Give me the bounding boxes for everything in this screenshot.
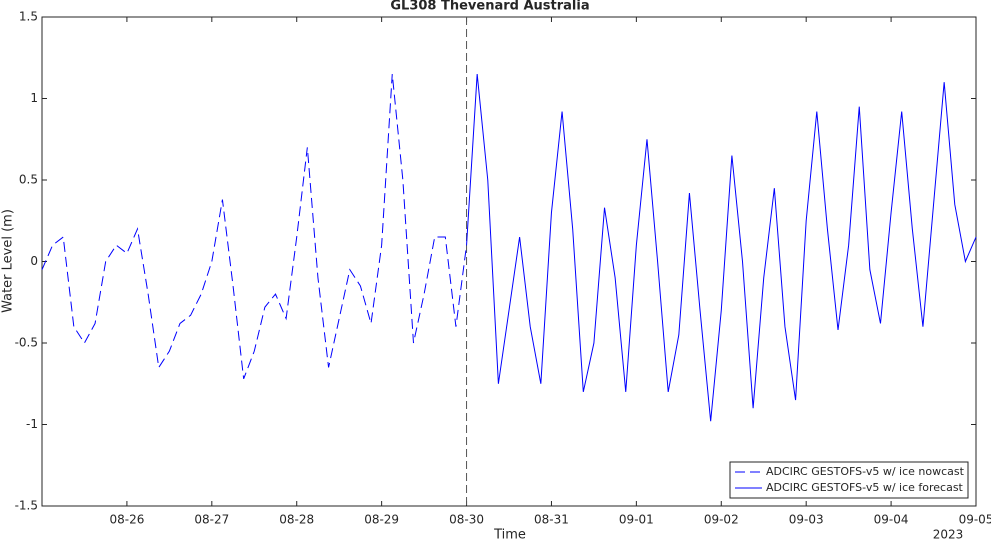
y-tick-label: -0.5 [15, 336, 38, 350]
y-tick-label: -1.5 [15, 499, 38, 513]
x-tick-label: 09-05 [959, 513, 991, 527]
y-tick-label: 0 [30, 254, 38, 268]
y-axis-label: Water Level (m) [1, 209, 16, 313]
x-tick-label: 08-29 [364, 513, 399, 527]
x-tick-label: 09-03 [789, 513, 824, 527]
series-line [466, 74, 977, 422]
x-tick-label: 09-04 [874, 513, 909, 527]
x-axis-label: Time [493, 528, 526, 542]
x-tick-label: 09-01 [619, 513, 654, 527]
y-tick-label: 1.5 [19, 10, 38, 24]
y-tick-label: 1 [30, 91, 38, 105]
x-tick-label: 08-30 [449, 513, 484, 527]
y-tick-label: 0.5 [19, 173, 38, 187]
legend-label: ADCIRC GESTOFS-v5 w/ ice forecast [766, 481, 964, 494]
x-tick-label: 08-27 [194, 513, 229, 527]
legend-box [729, 461, 969, 499]
x-tick-label: 08-31 [534, 513, 569, 527]
series-line [41, 74, 468, 380]
chart-title: GL308 Thevenard Australia [390, 0, 589, 14]
x-tick-label: 08-28 [279, 513, 314, 527]
x-tick-label: 09-02 [704, 513, 739, 527]
legend: ADCIRC GESTOFS-v5 w/ ice nowcast ADCIRC G… [729, 461, 969, 499]
y-tick-label: -1 [26, 417, 38, 431]
x-secondary-label: 2023 [933, 528, 964, 542]
x-tick-label: 08-26 [109, 513, 144, 527]
legend-label: ADCIRC GESTOFS-v5 w/ ice nowcast [766, 465, 965, 478]
